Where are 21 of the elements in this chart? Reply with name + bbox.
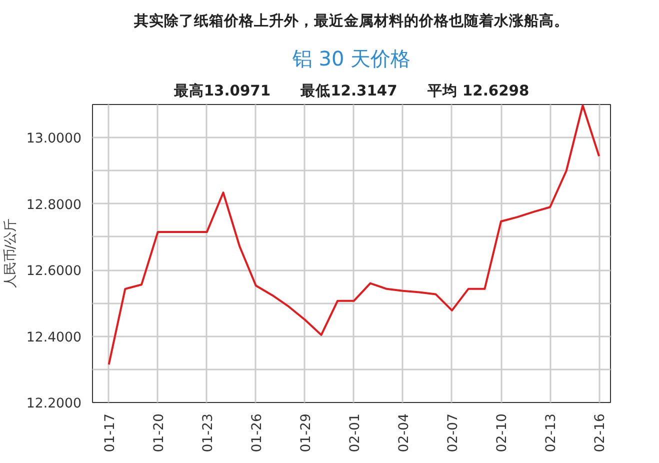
line-series — [108, 104, 600, 366]
y-tick-label: 12.8000 — [26, 198, 82, 213]
y-tick-label: 12.6000 — [26, 264, 82, 280]
x-tick-label: 02-16 — [593, 413, 608, 452]
y-tick-label: 12.2000 — [26, 396, 82, 412]
y-tick-label: 13.0000 — [26, 132, 82, 147]
x-tick-label: 01-26 — [250, 413, 265, 452]
x-tick-label: 01-17 — [102, 413, 118, 452]
chart-subtitle: 最高13.0971 最低12.3147 平均 12.6298 — [172, 82, 530, 100]
y-tick-label: 12.4000 — [26, 330, 82, 346]
x-tick-label: 02-04 — [396, 413, 412, 452]
x-tick-label: 01-29 — [298, 413, 314, 452]
x-tick-label: 01-23 — [200, 413, 216, 452]
text: 其实除了纸箱价格上升外，最近金属材料的价格也随着水涨船高。 — [133, 12, 569, 30]
x-tick-label: 02-13 — [544, 413, 560, 452]
x-tick-label: 01-20 — [152, 413, 167, 452]
x-tick-label: 02-07 — [446, 413, 461, 452]
y-axis-title: 人民币/公斤 — [3, 218, 18, 288]
x-tick-label: 02-10 — [495, 413, 510, 452]
x-tick-label: 02-01 — [348, 413, 363, 452]
chart-title: 铝 30 天价格 — [291, 46, 411, 70]
